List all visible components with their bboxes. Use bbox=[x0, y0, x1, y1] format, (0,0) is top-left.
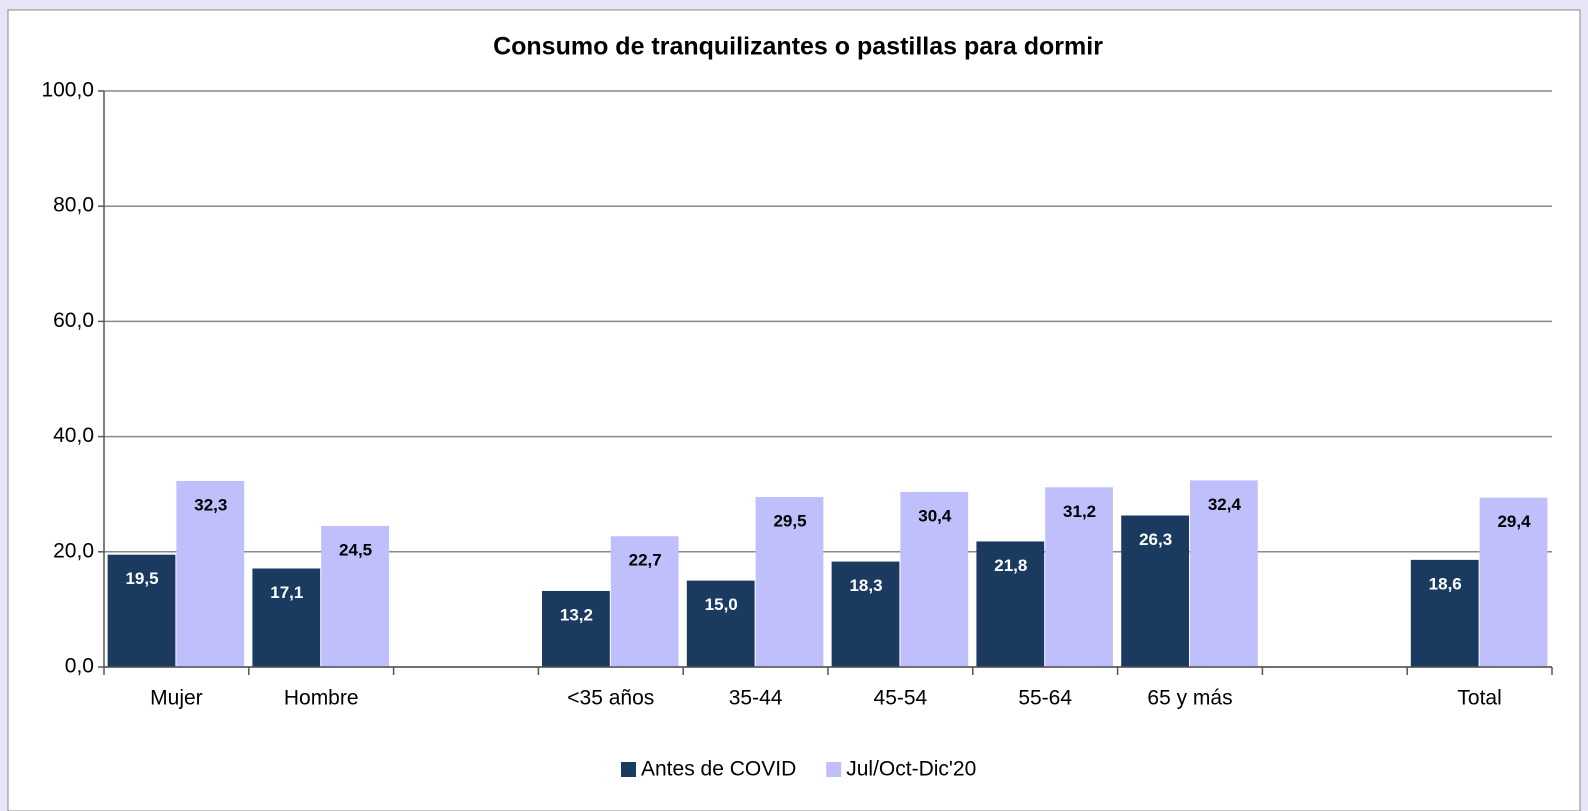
bar bbox=[252, 568, 321, 667]
chart-title: Consumo de tranquilizantes o pastillas p… bbox=[493, 33, 1103, 61]
chart-frame bbox=[7, 9, 1581, 811]
x-tick-label: 55-64 bbox=[1018, 687, 1072, 710]
value-label: 19,5 bbox=[125, 569, 158, 588]
legend-swatch bbox=[826, 762, 842, 777]
y-tick-label: 0,0 bbox=[65, 655, 94, 678]
bar bbox=[1190, 480, 1258, 667]
value-label: 32,4 bbox=[1208, 495, 1242, 514]
value-label: 29,5 bbox=[773, 512, 806, 531]
value-label: 32,3 bbox=[194, 495, 227, 514]
value-label: 15,0 bbox=[705, 595, 738, 614]
bar bbox=[900, 491, 969, 667]
bar bbox=[321, 525, 389, 667]
bar bbox=[107, 554, 176, 667]
y-tick-label: 40,0 bbox=[53, 424, 94, 447]
bar bbox=[976, 541, 1045, 667]
value-label: 13,2 bbox=[560, 605, 593, 624]
value-label: 18,6 bbox=[1429, 574, 1462, 593]
bar bbox=[1410, 559, 1479, 667]
bar bbox=[1121, 515, 1189, 667]
value-label: 17,1 bbox=[270, 583, 303, 602]
bar bbox=[176, 480, 245, 667]
bar bbox=[1045, 487, 1113, 667]
value-label: 22,7 bbox=[629, 551, 662, 570]
bar bbox=[686, 580, 755, 667]
y-tick-label: 100,0 bbox=[41, 79, 94, 102]
y-tick-label: 20,0 bbox=[53, 539, 94, 562]
bar bbox=[610, 536, 679, 667]
legend-label: Antes de COVID bbox=[641, 758, 796, 781]
bar bbox=[755, 497, 824, 667]
x-tick-label: 45-54 bbox=[874, 687, 928, 710]
value-label: 30,4 bbox=[918, 506, 952, 525]
legend-swatch bbox=[621, 762, 636, 777]
value-label: 18,3 bbox=[849, 576, 882, 595]
y-tick-label: 80,0 bbox=[53, 194, 94, 217]
bar bbox=[1479, 497, 1548, 667]
y-tick-label: 60,0 bbox=[53, 309, 94, 332]
value-label: 24,5 bbox=[339, 540, 372, 559]
x-tick-label: 65 y más bbox=[1147, 687, 1232, 710]
value-label: 26,3 bbox=[1139, 530, 1172, 549]
x-tick-label: Mujer bbox=[150, 687, 203, 710]
bar bbox=[542, 590, 610, 667]
x-tick-label: 35-44 bbox=[729, 687, 783, 710]
bar bbox=[831, 561, 900, 667]
x-tick-label: Hombre bbox=[284, 687, 359, 710]
value-label: 31,2 bbox=[1063, 502, 1096, 521]
value-label: 21,8 bbox=[994, 556, 1027, 575]
x-tick-label: Total bbox=[1457, 687, 1501, 710]
value-label: 29,4 bbox=[1497, 512, 1531, 531]
x-tick-label: <35 años bbox=[567, 687, 654, 710]
legend-label: Jul/Oct-Dic'20 bbox=[846, 758, 976, 781]
